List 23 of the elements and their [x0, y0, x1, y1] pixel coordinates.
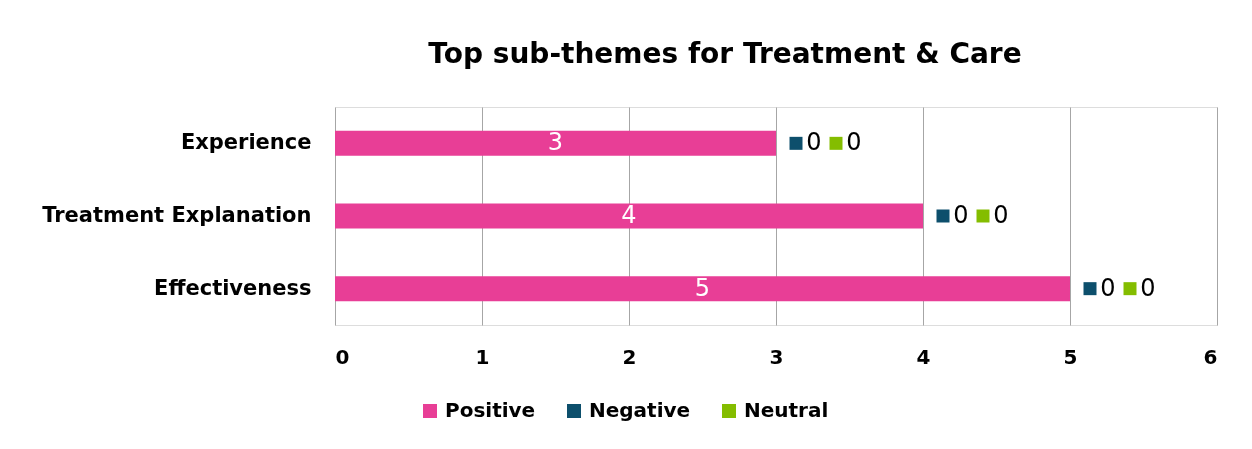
legend-label: Neutral [744, 398, 829, 422]
data-label: 0 [1140, 273, 1156, 302]
data-label: 0 [1100, 273, 1116, 302]
x-tick-label: 5 [1063, 344, 1078, 369]
x-tick-label: 2 [622, 344, 637, 369]
y-tick-label: Effectiveness [154, 275, 312, 300]
y-tick-label: Experience [180, 130, 312, 155]
data-label: 0 [953, 201, 969, 229]
legend-label: Positive [445, 398, 536, 422]
chart-title: Top sub-themes for Treatment & Care [428, 37, 1022, 70]
data-label: 0 [846, 128, 862, 157]
data-label: 3 [547, 128, 564, 157]
y-tick-label: Treatment Explanation [42, 203, 312, 227]
data-label: 0 [806, 128, 822, 157]
x-tick-label: 3 [769, 344, 784, 369]
legend-label: Negative [589, 398, 691, 422]
x-tick-label: 4 [916, 344, 931, 369]
x-tick-label: 1 [475, 344, 490, 369]
data-label: 5 [694, 273, 711, 302]
x-tick-label: 6 [1203, 344, 1218, 369]
data-label: 4 [621, 201, 637, 229]
data-label: 0 [993, 201, 1009, 229]
x-tick-label: 0 [335, 344, 350, 369]
